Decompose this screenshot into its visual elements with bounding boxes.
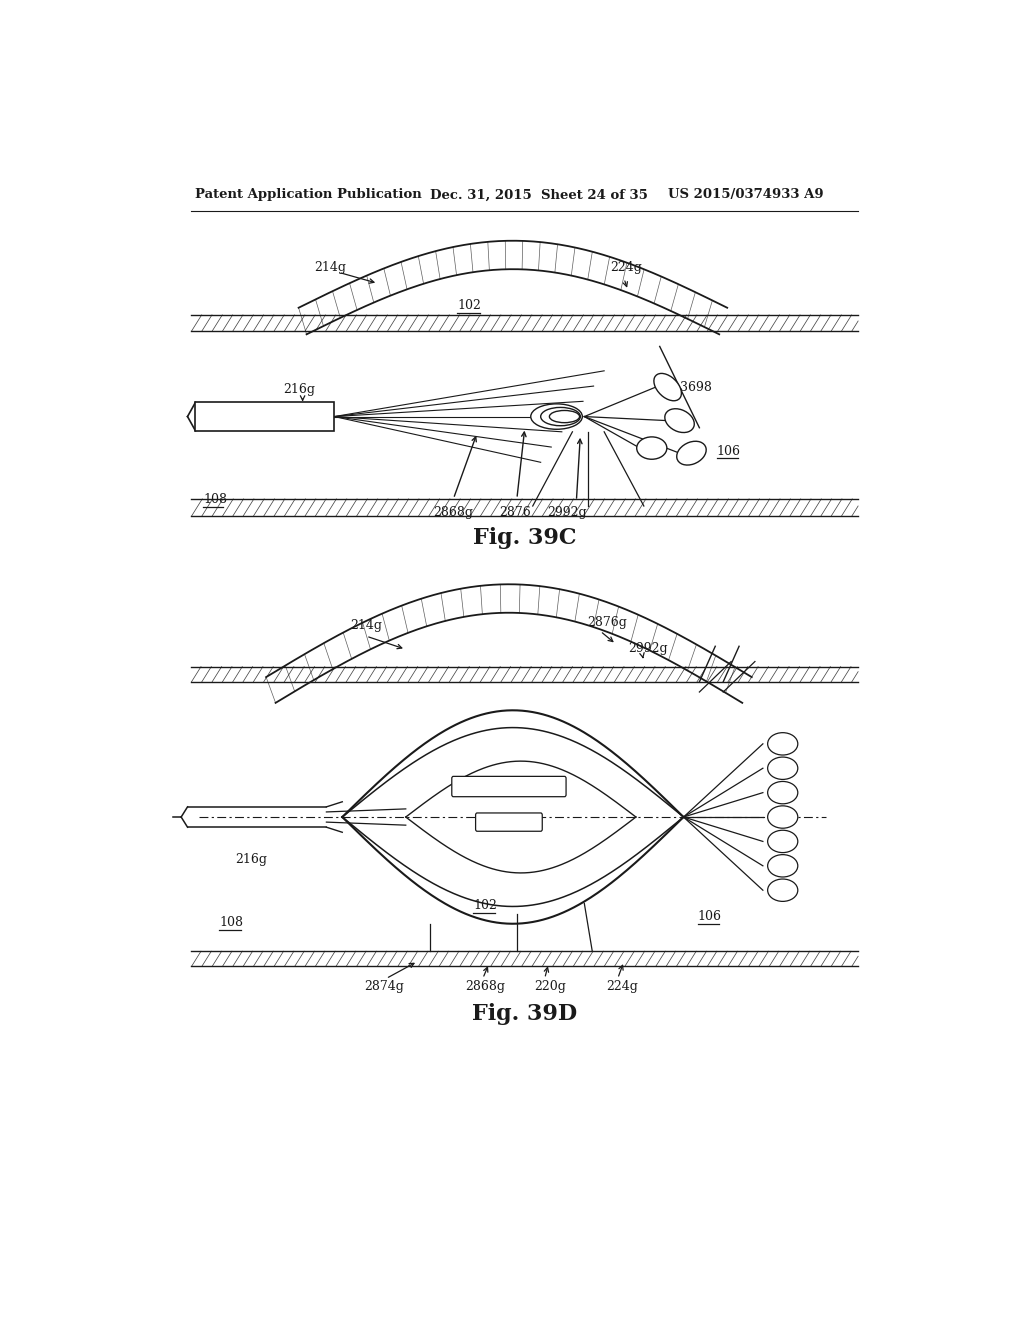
Ellipse shape bbox=[768, 854, 798, 876]
Text: 214g: 214g bbox=[314, 260, 346, 273]
Ellipse shape bbox=[665, 409, 694, 433]
Text: 2874g: 2874g bbox=[365, 981, 404, 993]
Text: 216g: 216g bbox=[236, 853, 267, 866]
Text: 220g: 220g bbox=[535, 981, 566, 993]
Bar bbox=[196, 403, 334, 430]
Text: 106: 106 bbox=[717, 445, 740, 458]
Ellipse shape bbox=[768, 879, 798, 902]
Text: 2876g: 2876g bbox=[587, 616, 627, 630]
FancyBboxPatch shape bbox=[452, 776, 566, 797]
Text: 224g: 224g bbox=[606, 981, 638, 993]
Ellipse shape bbox=[768, 830, 798, 853]
Text: 106: 106 bbox=[697, 909, 722, 923]
Text: 2992g: 2992g bbox=[628, 642, 668, 655]
Ellipse shape bbox=[541, 408, 581, 426]
Text: 2992g: 2992g bbox=[547, 506, 587, 519]
Text: Fig. 39D: Fig. 39D bbox=[472, 1003, 578, 1026]
Text: 102: 102 bbox=[458, 300, 481, 313]
Ellipse shape bbox=[654, 374, 681, 401]
Text: 108: 108 bbox=[204, 494, 227, 507]
Ellipse shape bbox=[530, 404, 583, 429]
Ellipse shape bbox=[677, 441, 707, 465]
Text: US 2015/0374933 A9: US 2015/0374933 A9 bbox=[668, 189, 823, 202]
Text: 102: 102 bbox=[473, 899, 497, 912]
Text: 2876: 2876 bbox=[500, 506, 531, 519]
Ellipse shape bbox=[768, 805, 798, 828]
Ellipse shape bbox=[768, 733, 798, 755]
Text: 214g: 214g bbox=[350, 619, 382, 632]
Text: Dec. 31, 2015  Sheet 24 of 35: Dec. 31, 2015 Sheet 24 of 35 bbox=[430, 189, 647, 202]
Ellipse shape bbox=[637, 437, 667, 459]
Ellipse shape bbox=[768, 781, 798, 804]
Ellipse shape bbox=[550, 411, 580, 422]
Text: Fig. 39C: Fig. 39C bbox=[473, 527, 577, 549]
FancyBboxPatch shape bbox=[475, 813, 543, 832]
Ellipse shape bbox=[768, 758, 798, 779]
Text: 3698: 3698 bbox=[680, 380, 712, 393]
Text: Patent Application Publication: Patent Application Publication bbox=[196, 189, 422, 202]
Text: 2868g: 2868g bbox=[433, 506, 473, 519]
Text: 224g: 224g bbox=[610, 260, 642, 273]
Text: 216g: 216g bbox=[283, 383, 314, 396]
Text: 2868g: 2868g bbox=[465, 981, 505, 993]
Text: 108: 108 bbox=[219, 916, 244, 929]
